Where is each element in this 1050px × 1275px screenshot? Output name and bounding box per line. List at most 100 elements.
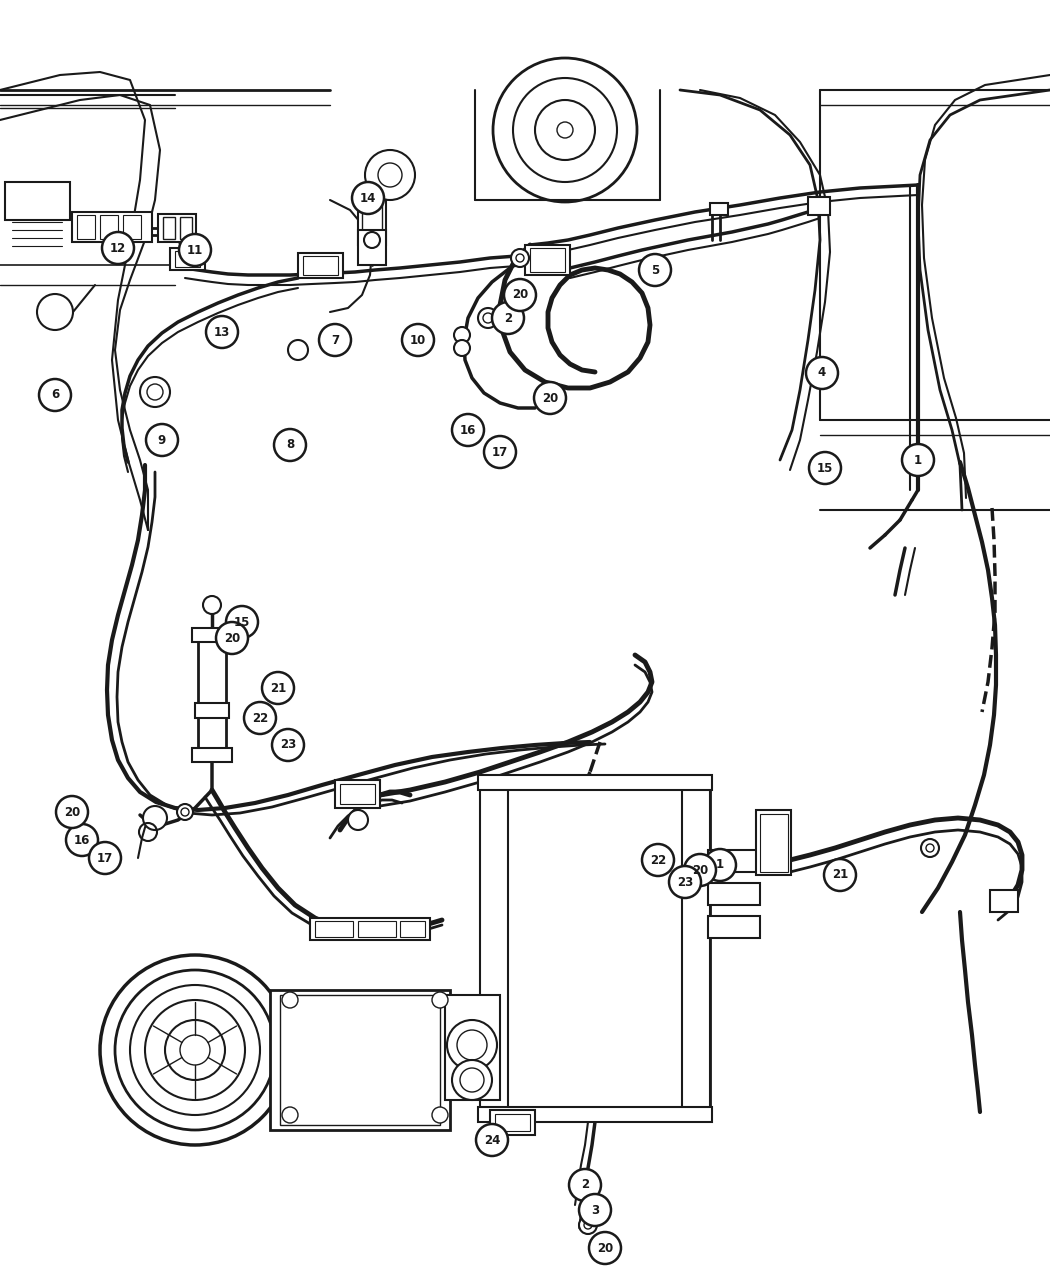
Text: 20: 20 bbox=[512, 288, 528, 301]
Circle shape bbox=[921, 839, 939, 857]
Text: 20: 20 bbox=[596, 1242, 613, 1255]
Bar bbox=[195, 703, 229, 718]
Circle shape bbox=[364, 232, 380, 249]
Circle shape bbox=[272, 729, 304, 761]
Bar bbox=[158, 214, 196, 242]
Circle shape bbox=[288, 340, 308, 360]
Text: 23: 23 bbox=[280, 738, 296, 751]
Circle shape bbox=[534, 382, 566, 414]
Circle shape bbox=[684, 854, 716, 886]
Circle shape bbox=[102, 232, 134, 264]
Bar bbox=[708, 915, 760, 938]
Circle shape bbox=[669, 866, 701, 898]
Circle shape bbox=[56, 796, 88, 827]
Circle shape bbox=[504, 279, 536, 311]
Text: 8: 8 bbox=[286, 439, 294, 451]
Circle shape bbox=[402, 324, 434, 356]
Circle shape bbox=[824, 859, 856, 891]
Text: 10: 10 bbox=[410, 334, 426, 347]
Bar bbox=[490, 1111, 536, 1135]
Bar bbox=[5, 182, 70, 221]
Circle shape bbox=[642, 844, 674, 876]
Bar bbox=[530, 249, 565, 272]
Text: 2: 2 bbox=[504, 311, 512, 325]
Circle shape bbox=[454, 340, 470, 356]
Bar bbox=[480, 780, 508, 1119]
Circle shape bbox=[579, 1193, 611, 1227]
Bar bbox=[163, 217, 175, 238]
Bar bbox=[270, 989, 450, 1130]
Circle shape bbox=[348, 810, 368, 830]
Circle shape bbox=[593, 1235, 617, 1260]
Text: 1: 1 bbox=[716, 858, 724, 872]
Circle shape bbox=[89, 842, 121, 873]
Bar bbox=[358, 921, 396, 937]
Bar bbox=[756, 810, 791, 875]
Text: 15: 15 bbox=[234, 616, 250, 629]
Circle shape bbox=[178, 235, 211, 266]
Text: 11: 11 bbox=[187, 244, 203, 256]
Bar bbox=[340, 784, 375, 805]
Text: 20: 20 bbox=[692, 863, 708, 876]
Circle shape bbox=[447, 1020, 497, 1070]
Bar bbox=[303, 256, 338, 275]
Bar bbox=[175, 251, 200, 266]
Text: 20: 20 bbox=[64, 806, 80, 819]
Text: 7: 7 bbox=[331, 334, 339, 347]
Text: 5: 5 bbox=[651, 264, 659, 277]
Bar bbox=[123, 215, 141, 238]
Circle shape bbox=[206, 316, 238, 348]
Bar bbox=[170, 249, 205, 270]
Circle shape bbox=[511, 249, 529, 266]
Circle shape bbox=[140, 377, 170, 407]
Circle shape bbox=[454, 326, 470, 343]
Bar bbox=[710, 203, 728, 215]
Bar bbox=[990, 890, 1018, 912]
Circle shape bbox=[492, 302, 524, 334]
Bar bbox=[192, 748, 232, 762]
Circle shape bbox=[66, 824, 98, 856]
Bar bbox=[808, 198, 830, 215]
Bar bbox=[358, 230, 386, 265]
Text: 14: 14 bbox=[360, 191, 376, 204]
Circle shape bbox=[39, 379, 71, 411]
Circle shape bbox=[432, 1107, 448, 1123]
Text: 6: 6 bbox=[50, 389, 59, 402]
Text: 4: 4 bbox=[818, 366, 826, 380]
Circle shape bbox=[556, 122, 573, 138]
Circle shape bbox=[484, 436, 516, 468]
Bar bbox=[478, 775, 712, 790]
Bar bbox=[760, 813, 788, 872]
Circle shape bbox=[143, 806, 167, 830]
Circle shape bbox=[37, 295, 74, 330]
Bar bbox=[192, 629, 232, 643]
Circle shape bbox=[244, 703, 276, 734]
Bar bbox=[362, 204, 382, 242]
Circle shape bbox=[808, 453, 841, 484]
Circle shape bbox=[146, 425, 178, 456]
Circle shape bbox=[262, 672, 294, 704]
Bar bbox=[495, 1114, 530, 1131]
Circle shape bbox=[226, 606, 258, 638]
Text: 1: 1 bbox=[914, 454, 922, 467]
Bar bbox=[480, 780, 710, 1119]
Circle shape bbox=[282, 992, 298, 1009]
Text: 2: 2 bbox=[581, 1178, 589, 1192]
Circle shape bbox=[282, 1107, 298, 1123]
Circle shape bbox=[579, 1216, 597, 1234]
Text: 21: 21 bbox=[270, 682, 286, 695]
Circle shape bbox=[476, 1125, 508, 1156]
Circle shape bbox=[432, 992, 448, 1009]
Bar bbox=[682, 780, 710, 1119]
Bar bbox=[708, 850, 760, 872]
Text: 16: 16 bbox=[74, 834, 90, 847]
Circle shape bbox=[452, 1060, 492, 1100]
Circle shape bbox=[806, 357, 838, 389]
Bar bbox=[310, 918, 430, 940]
Text: 21: 21 bbox=[832, 868, 848, 881]
Text: 17: 17 bbox=[97, 852, 113, 864]
Text: 24: 24 bbox=[484, 1133, 500, 1146]
Text: 22: 22 bbox=[650, 853, 666, 867]
Text: 9: 9 bbox=[158, 434, 166, 446]
Text: 23: 23 bbox=[677, 876, 693, 889]
